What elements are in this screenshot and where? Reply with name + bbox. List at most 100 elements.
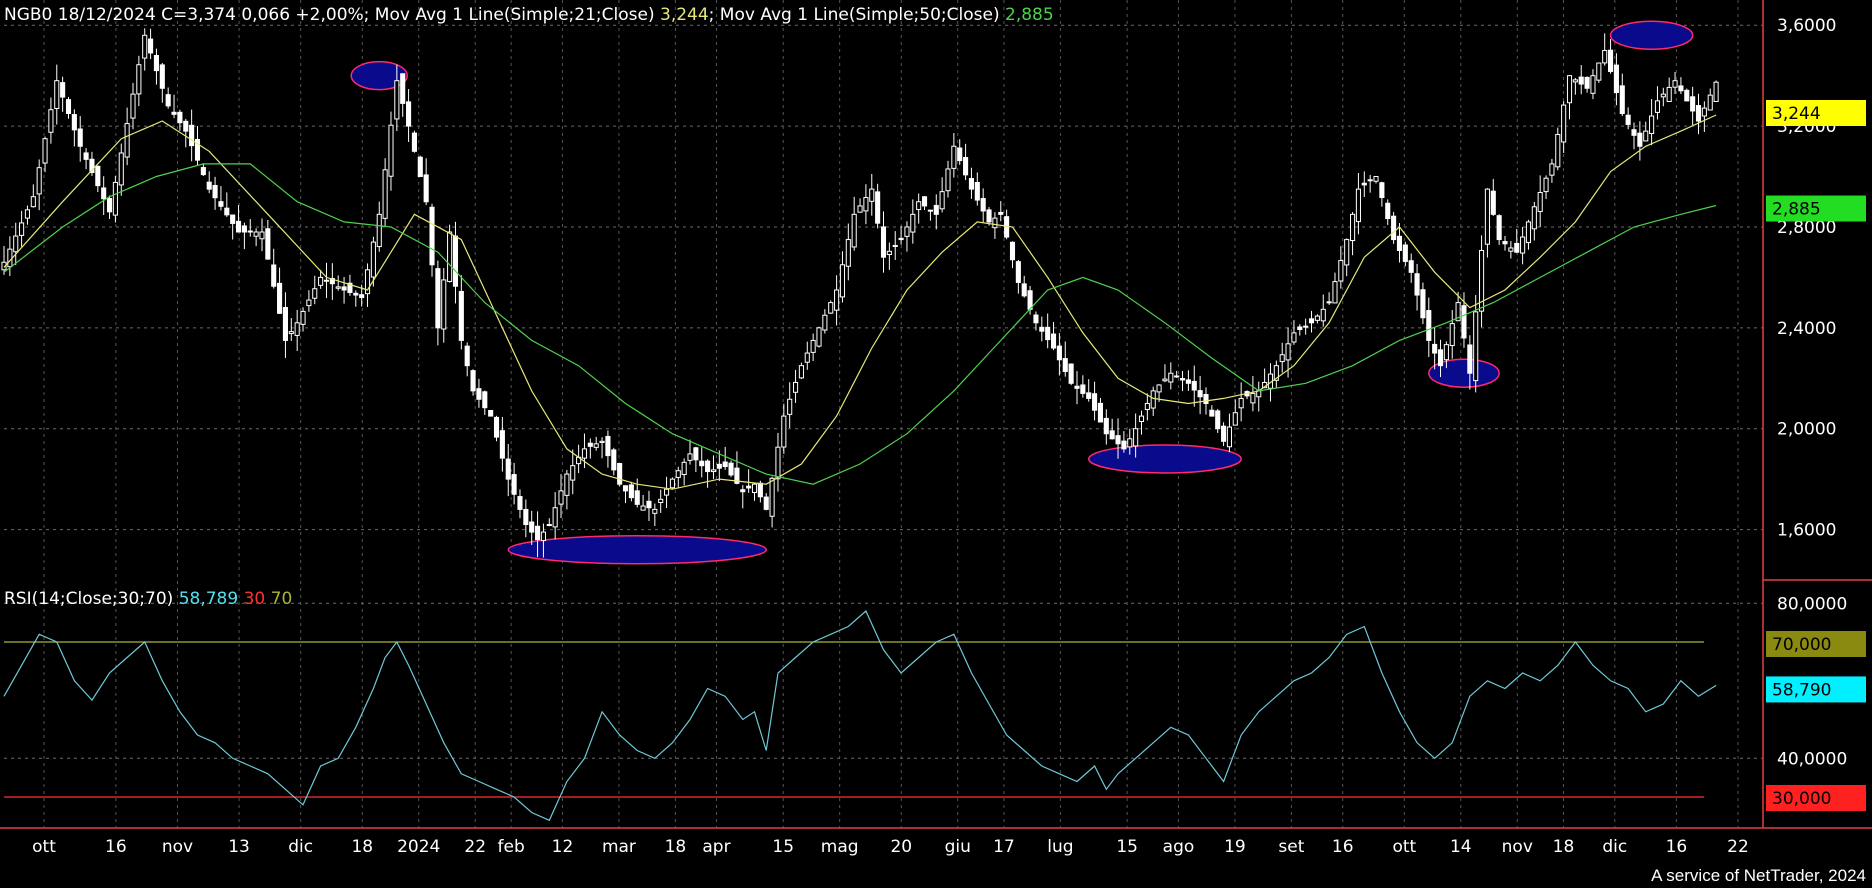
candle-body (880, 226, 887, 258)
candle-body (1520, 236, 1526, 254)
candle-body (206, 181, 212, 190)
candle-body (1097, 402, 1103, 423)
time-tick-label: lug (1047, 837, 1073, 857)
candle-body (1385, 202, 1391, 220)
candle-body (1156, 384, 1162, 393)
candle-body (792, 381, 799, 393)
time-tick-label: ott (1392, 837, 1416, 857)
candle-body (106, 197, 113, 213)
candle-body (136, 64, 142, 95)
candle-body (599, 440, 605, 443)
candle-body (851, 213, 857, 248)
candle-body (622, 485, 629, 492)
candle-body (1490, 190, 1496, 215)
ma21-tag: 3,244 (1772, 104, 1821, 124)
price-tick-label: 2,0000 (1777, 420, 1836, 440)
ma21-tag-bg (1766, 99, 1866, 126)
candle-body (728, 462, 734, 476)
candle-body (1174, 375, 1180, 378)
rsi-line (3, 610, 1717, 822)
time-tick-label: mag (821, 837, 859, 857)
ma50-tag-bg (1766, 195, 1866, 222)
candle-body (130, 93, 136, 119)
candle-body (564, 473, 570, 496)
candle-body (1273, 365, 1279, 381)
candle-body (42, 138, 48, 164)
candle-body (1179, 378, 1186, 381)
candle-body (693, 447, 699, 461)
candle-body (1162, 378, 1168, 382)
candle-body (118, 152, 124, 186)
candle-body (558, 490, 564, 505)
candle-body (875, 191, 881, 224)
candle-body (277, 282, 283, 314)
candle-body (1326, 301, 1332, 304)
candle-body (1344, 239, 1350, 266)
candle-body (7, 248, 13, 268)
candle-body (341, 286, 347, 291)
candle-body (1596, 62, 1602, 81)
candle-body (1479, 249, 1485, 312)
ma50-value: 2,885 (1005, 5, 1054, 25)
candle-body (241, 225, 247, 233)
candle-body (1050, 333, 1057, 349)
candle-body (1455, 302, 1461, 322)
candle-body (148, 38, 154, 54)
candle-body (1168, 372, 1174, 383)
candle-body (364, 269, 371, 295)
candle-body (804, 352, 810, 363)
candle-body (1150, 390, 1156, 409)
candle-body (910, 213, 916, 233)
candle-body (763, 496, 769, 510)
candle-body (611, 449, 617, 471)
candle-body (552, 507, 558, 528)
time-tick-label: ago (1163, 837, 1195, 857)
time-tick-label: apr (702, 837, 730, 857)
candle-body (810, 339, 816, 353)
candle-body (1437, 349, 1444, 367)
candle-body (1203, 394, 1209, 404)
candle-body (992, 217, 998, 229)
candle-body (828, 302, 834, 314)
candle-body (300, 310, 306, 325)
candle-body (1473, 311, 1479, 382)
candle-body (259, 231, 265, 240)
candle-body (488, 409, 494, 417)
value-tags: 3,244 2,885 70,000 58,790 30,000 (1766, 99, 1866, 811)
candle-body (159, 64, 165, 89)
time-tick-label: 17 (993, 837, 1015, 857)
candle-body (1367, 179, 1373, 182)
candle-body (13, 235, 19, 253)
candle-body (235, 220, 242, 233)
candle-body (540, 531, 546, 542)
candle-body (482, 391, 488, 409)
time-tick-label: 22 (1727, 837, 1749, 857)
candle-body (1391, 215, 1397, 241)
candle-body (652, 508, 658, 514)
candle-body (1238, 397, 1244, 409)
candle-body (1086, 392, 1092, 399)
candle-body (927, 209, 933, 212)
candle-body (1572, 79, 1578, 83)
candle-body (376, 213, 382, 248)
candle-body (323, 279, 330, 282)
rsi-low: 30 (243, 589, 266, 609)
candle-body (417, 156, 423, 178)
candle-body (1209, 409, 1215, 417)
candle-body (1303, 325, 1309, 328)
candle-body (675, 470, 681, 478)
candle-body (1350, 213, 1356, 242)
candle-body (294, 322, 300, 336)
candle-body (787, 398, 793, 415)
candle-body (834, 289, 840, 311)
rsi-value-tag: 58,790 (1772, 680, 1831, 700)
candle-body (1021, 283, 1027, 297)
candle-body (30, 196, 36, 208)
candle-body (499, 430, 505, 459)
candle-body (19, 222, 25, 236)
candle-body (751, 483, 758, 494)
time-tick-label: nov (1502, 837, 1533, 857)
candle-body (1631, 129, 1637, 136)
time-tick-label: 13 (228, 837, 250, 857)
candle-body (282, 307, 288, 341)
